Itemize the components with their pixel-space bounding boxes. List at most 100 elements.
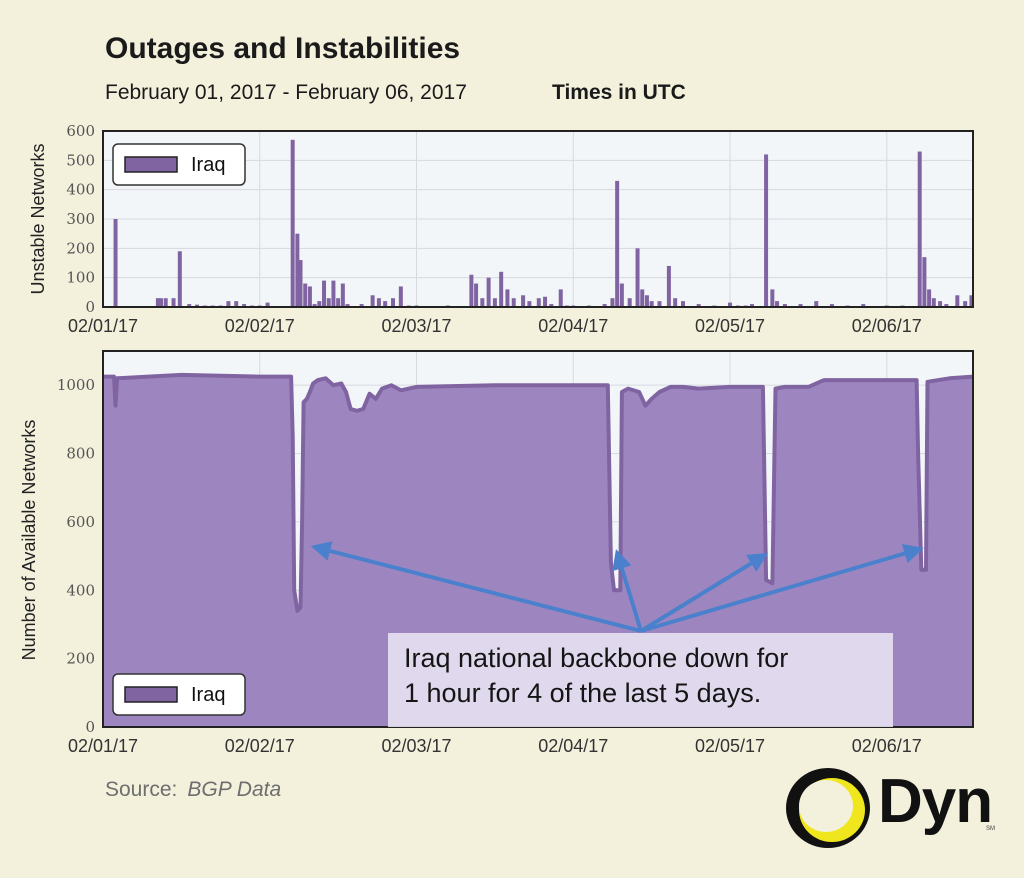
instability-bar bbox=[242, 304, 247, 307]
instability-bar bbox=[938, 301, 943, 307]
instability-bar bbox=[359, 304, 364, 307]
instability-bar bbox=[963, 301, 968, 307]
instability-bar bbox=[177, 251, 182, 307]
instability-bar bbox=[549, 304, 554, 307]
instability-bar bbox=[326, 298, 331, 307]
y-tick-label: 0 bbox=[85, 718, 95, 736]
instability-bar bbox=[917, 151, 922, 307]
instability-bar bbox=[969, 295, 974, 307]
dyn-logo-icon bbox=[786, 768, 870, 848]
instability-bar bbox=[627, 298, 632, 307]
annotation-callout: Iraq national backbone down for 1 hour f… bbox=[388, 633, 893, 727]
instability-bar bbox=[398, 286, 403, 307]
y-tick-label: 1000 bbox=[57, 376, 95, 394]
page-title: Outages and Instabilities bbox=[105, 32, 461, 65]
instability-bar bbox=[681, 301, 685, 307]
legend-box bbox=[112, 143, 246, 186]
instability-bar bbox=[527, 301, 532, 307]
unstable-networks-chart: 0 100 200 300 400 500 600 02/01/17 02/02/17 02/03… bbox=[28, 122, 974, 336]
x-tick-label: 02/05/17 bbox=[695, 736, 765, 756]
instability-bar bbox=[521, 295, 526, 307]
instability-bar bbox=[640, 289, 645, 307]
available-networks-line bbox=[103, 372, 974, 613]
x-tick-label: 02/03/17 bbox=[381, 736, 451, 756]
timezone-note: Times in UTC bbox=[552, 81, 686, 104]
instability-bar bbox=[195, 304, 200, 307]
date-range: February 01, 2017 - February 06, 2017 bbox=[105, 81, 467, 104]
instability-bar bbox=[290, 139, 295, 307]
instability-bar bbox=[469, 274, 474, 307]
annotation-line-2: 1 hour for 4 of the last 5 days. bbox=[404, 678, 762, 708]
instability-bar bbox=[331, 280, 336, 307]
legend-label: Iraq bbox=[191, 684, 225, 706]
instability-bar bbox=[370, 295, 375, 307]
instability-bar bbox=[922, 257, 927, 307]
x-tick-label: 02/01/17 bbox=[68, 316, 138, 336]
instability-bar bbox=[511, 298, 516, 307]
instability-bar bbox=[944, 304, 949, 307]
instability-bar bbox=[536, 298, 541, 307]
instability-bar bbox=[391, 298, 395, 307]
legend-box bbox=[112, 673, 246, 716]
instability-bar bbox=[666, 265, 671, 307]
instability-bar bbox=[474, 283, 479, 307]
instability-bar bbox=[171, 298, 176, 307]
x-tick-label: 02/06/17 bbox=[852, 736, 922, 756]
legend-swatch bbox=[124, 686, 178, 703]
x-tick-label: 02/06/17 bbox=[852, 316, 922, 336]
instability-bar bbox=[295, 233, 300, 307]
instability-bar bbox=[931, 298, 936, 307]
instability-bar bbox=[234, 301, 239, 307]
instability-bar bbox=[955, 295, 960, 307]
instability-bar bbox=[113, 219, 118, 307]
y-axis-label: Number of Available Networks bbox=[19, 420, 39, 661]
instability-bar bbox=[829, 304, 834, 307]
x-tick-label: 02/03/17 bbox=[381, 316, 451, 336]
instability-bar bbox=[673, 298, 678, 307]
instability-bar bbox=[492, 298, 497, 307]
instability-bar bbox=[644, 295, 649, 307]
instability-bar bbox=[163, 298, 168, 307]
instability-bar bbox=[312, 304, 317, 307]
instability-bar bbox=[927, 289, 932, 307]
y-tick-label: 200 bbox=[66, 239, 95, 257]
plot-frame bbox=[102, 350, 974, 728]
instability-bar bbox=[657, 301, 662, 307]
instability-bar bbox=[615, 180, 620, 307]
y-tick-label: 600 bbox=[66, 513, 95, 531]
instability-bar bbox=[298, 260, 303, 307]
y-tick-label: 800 bbox=[66, 445, 95, 463]
y-tick-label: 300 bbox=[66, 210, 95, 228]
source-note: Source: BGP Data bbox=[105, 778, 281, 802]
instability-bar bbox=[775, 301, 780, 307]
source-value: BGP Data bbox=[187, 778, 282, 801]
instability-bar bbox=[486, 277, 491, 307]
instability-bar bbox=[782, 304, 787, 307]
instability-bar bbox=[861, 304, 866, 307]
instability-bar bbox=[336, 298, 341, 307]
instability-bar bbox=[226, 301, 231, 307]
y-tick-label: 100 bbox=[66, 269, 95, 287]
y-tick-label: 400 bbox=[66, 181, 95, 199]
instability-bar bbox=[322, 280, 327, 307]
y-tick-label: 500 bbox=[66, 151, 95, 169]
annotation-line-1: Iraq national backbone down for bbox=[404, 643, 789, 673]
instability-bar bbox=[602, 304, 607, 307]
instability-bar bbox=[649, 301, 654, 307]
legend-swatch bbox=[124, 156, 178, 173]
instability-bar bbox=[307, 286, 312, 307]
instability-bar bbox=[798, 304, 803, 307]
instability-bar bbox=[265, 302, 270, 307]
instability-bar bbox=[770, 289, 775, 307]
instability-bar bbox=[635, 248, 640, 307]
instability-bar bbox=[696, 304, 701, 307]
instability-bar bbox=[340, 283, 345, 307]
x-tick-label: 02/04/17 bbox=[538, 316, 608, 336]
instability-bar bbox=[187, 304, 192, 307]
instability-bar bbox=[480, 298, 485, 307]
instability-bar bbox=[728, 302, 733, 307]
instability-bar bbox=[505, 289, 510, 307]
dyn-logo-text: Dyn bbox=[878, 767, 993, 836]
legend-label: Iraq bbox=[191, 154, 225, 176]
instability-bar bbox=[155, 298, 160, 307]
